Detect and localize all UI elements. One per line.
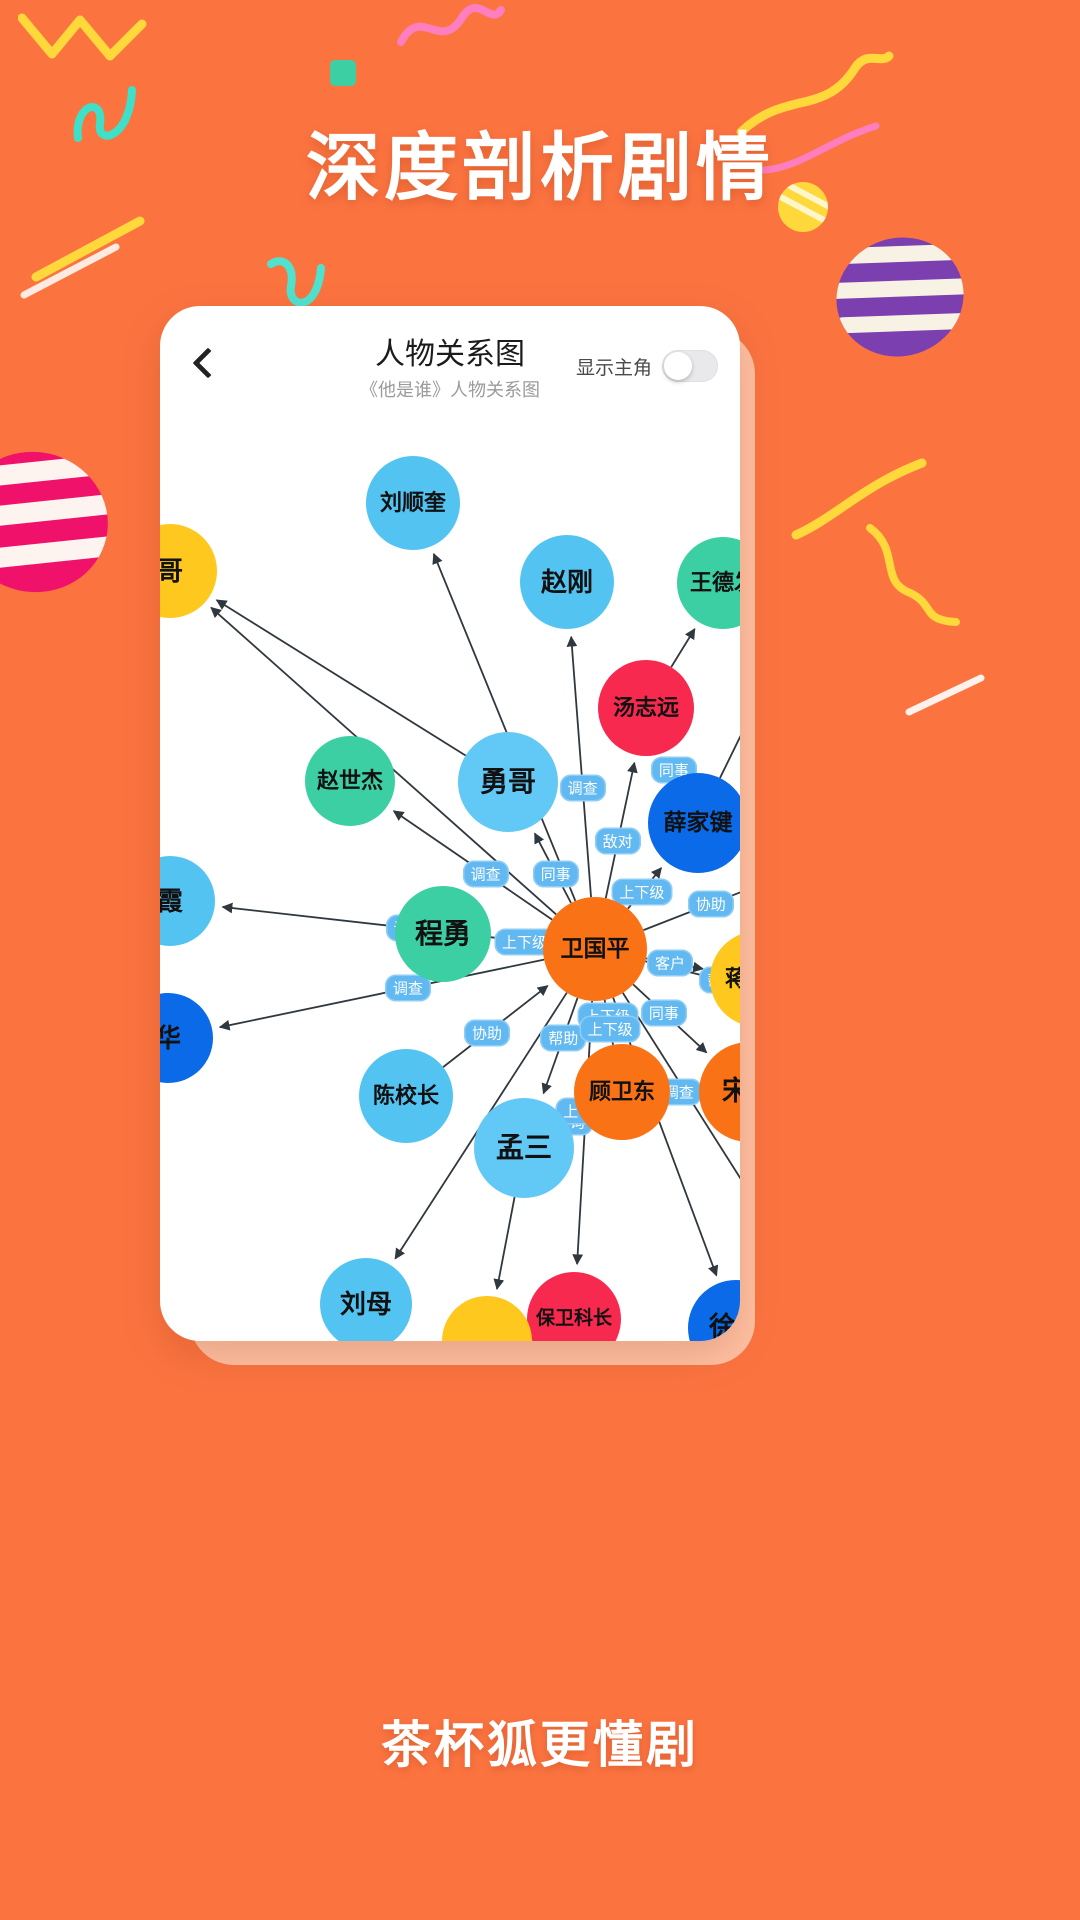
confetti-yellow-squiggle-rightlow <box>860 520 980 635</box>
graph-node[interactable]: 孟三 <box>474 1098 574 1198</box>
graph-node[interactable]: 顾卫东 <box>574 1044 670 1140</box>
confetti-yellow-zigzag-topleft <box>17 10 148 85</box>
graph-edge <box>493 1196 516 1291</box>
graph-edge <box>215 599 467 757</box>
promo-footer: 茶杯狐更懂剧 <box>381 1717 699 1773</box>
graph-node[interactable]: 勇哥 <box>458 732 558 832</box>
graph-node[interactable]: 卫国平 <box>543 897 647 1001</box>
page-title: 人物关系图 <box>375 338 525 371</box>
graph-edge-label[interactable]: 同事 <box>532 860 579 888</box>
show-protagonist-switch[interactable] <box>662 350 718 382</box>
phone-card: 人物关系图 《他是谁》人物关系图 显示主角 调查敌对同事调查上下级同事上下级调查… <box>160 306 740 1341</box>
graph-edge <box>218 958 545 1031</box>
page-subtitle: 《他是谁》人物关系图 <box>360 380 540 400</box>
graph-edge-label[interactable]: 调查 <box>384 974 431 1002</box>
confetti-white-slash-left <box>20 235 130 310</box>
decorative-ball-pink <box>0 438 121 606</box>
graph-edge-label[interactable]: 上下级 <box>611 878 673 906</box>
graph-edge-label[interactable]: 协助 <box>687 890 734 918</box>
graph-node[interactable]: 程勇 <box>395 886 491 982</box>
graph-node[interactable]: 赵世杰 <box>305 736 395 826</box>
toggle-label: 显示主角 <box>575 357 652 379</box>
graph-edge <box>566 635 592 898</box>
graph-edge <box>432 552 577 902</box>
graph-edge <box>719 734 740 779</box>
confetti-green-square <box>330 60 356 86</box>
graph-edge-label[interactable]: 敌对 <box>594 827 641 855</box>
confetti-pink-ribbon-top <box>395 0 505 65</box>
switch-knob <box>664 352 692 380</box>
graph-edge <box>670 628 696 668</box>
graph-edge-label[interactable]: 客户 <box>646 949 693 977</box>
confetti-yellow-slash-rightmid <box>790 455 930 550</box>
graph-edge-label[interactable]: 同事 <box>640 999 687 1027</box>
graph-edge-label[interactable]: 上下级 <box>579 1015 641 1043</box>
decorative-ball-yellow <box>778 182 828 232</box>
app-header: 人物关系图 《他是谁》人物关系图 显示主角 <box>160 306 740 416</box>
graph-node[interactable]: 刘顺奎 <box>366 456 460 550</box>
relationship-graph-canvas[interactable]: 调查敌对同事调查上下级同事上下级调查协助帮助客户调查协助上下级同事帮助调查咨询上… <box>160 416 740 1341</box>
graph-edge-label[interactable]: 协助 <box>463 1019 511 1047</box>
show-protagonist-toggle-group[interactable]: 显示主角 <box>576 350 718 382</box>
graph-node[interactable]: 刘母 <box>320 1258 412 1341</box>
confetti-yellow-slash-left <box>30 215 150 290</box>
graph-edge-label[interactable]: 调查 <box>462 860 509 888</box>
decorative-ball-purple <box>820 221 980 373</box>
graph-edge-label[interactable]: 帮助 <box>540 1024 587 1052</box>
graph-node[interactable]: 陈校长 <box>359 1049 453 1143</box>
promo-headline: 深度剖析剧情 <box>306 126 774 209</box>
graph-node[interactable]: 薛家键 <box>648 773 740 873</box>
graph-node[interactable]: 汤志远 <box>598 660 694 756</box>
graph-node[interactable]: 保卫科长 <box>527 1272 621 1341</box>
confetti-white-dash-rightlow <box>905 672 995 727</box>
graph-edge-label[interactable]: 调查 <box>559 774 606 802</box>
header-title-block: 人物关系图 《他是谁》人物关系图 <box>160 336 740 402</box>
graph-node[interactable]: 赵刚 <box>520 535 614 629</box>
